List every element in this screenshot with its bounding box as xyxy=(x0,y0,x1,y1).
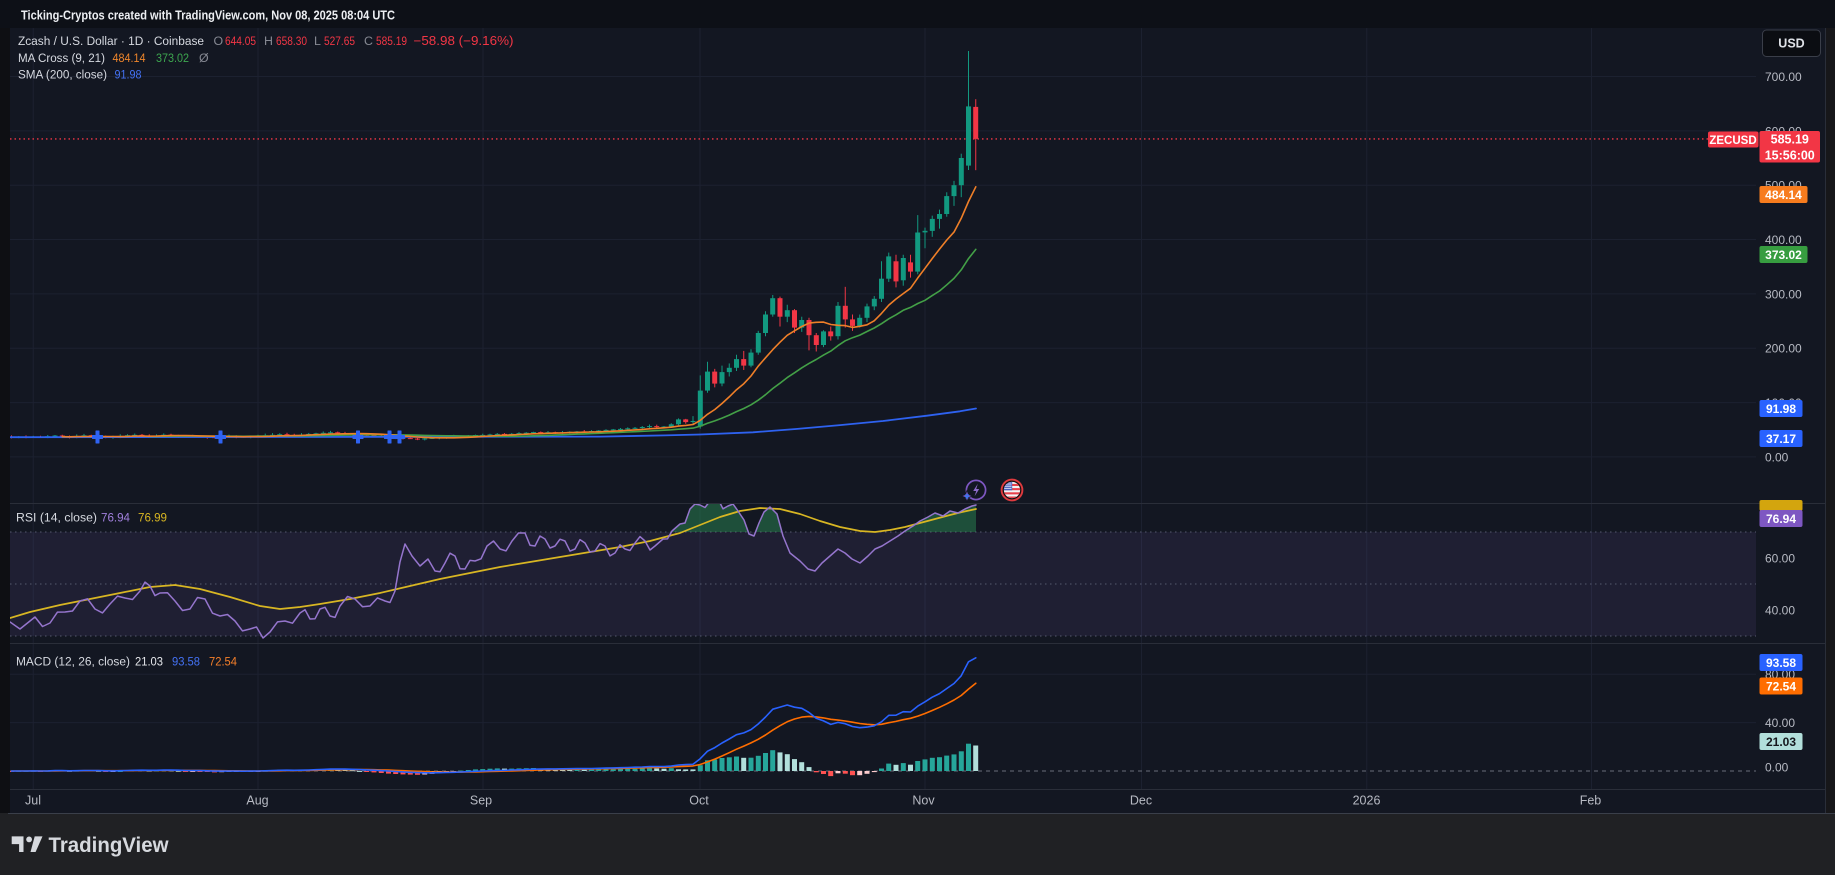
svg-text:400.00: 400.00 xyxy=(1765,233,1802,247)
svg-text:Oct: Oct xyxy=(689,794,709,808)
svg-text:Zcash / U.S. Dollar · 1D · Coi: Zcash / U.S. Dollar · 1D · Coinbase xyxy=(18,34,204,48)
svg-text:MA Cross (9, 21): MA Cross (9, 21) xyxy=(18,51,105,65)
svg-text:300.00: 300.00 xyxy=(1765,287,1802,301)
svg-text:L: L xyxy=(314,34,321,48)
svg-text:21.03: 21.03 xyxy=(1766,735,1796,749)
svg-text:60.00: 60.00 xyxy=(1765,552,1795,566)
svg-text:76.94: 76.94 xyxy=(1766,512,1796,526)
svg-text:585.19: 585.19 xyxy=(1771,133,1809,147)
svg-text:93.58: 93.58 xyxy=(1766,656,1796,670)
svg-text:72.54: 72.54 xyxy=(1766,680,1796,694)
svg-text:200.00: 200.00 xyxy=(1765,342,1802,356)
svg-text:700.00: 700.00 xyxy=(1765,70,1802,84)
svg-text:Feb: Feb xyxy=(1580,794,1602,808)
svg-text:Aug: Aug xyxy=(246,794,268,808)
svg-text:40.00: 40.00 xyxy=(1765,604,1795,618)
svg-text:O: O xyxy=(214,34,224,48)
svg-text:93.58: 93.58 xyxy=(172,655,200,669)
svg-text:0.00: 0.00 xyxy=(1765,450,1789,464)
svg-text:RSI (14, close): RSI (14, close) xyxy=(16,511,97,525)
svg-text:21.03: 21.03 xyxy=(135,655,163,669)
svg-text:40.00: 40.00 xyxy=(1765,716,1795,730)
svg-text:SMA (200, close): SMA (200, close) xyxy=(18,68,107,82)
svg-text:373.02: 373.02 xyxy=(156,51,189,65)
svg-text:72.54: 72.54 xyxy=(209,655,237,669)
svg-text:Sep: Sep xyxy=(470,794,492,808)
svg-text:−58.98 (−9.16%): −58.98 (−9.16%) xyxy=(414,34,514,48)
svg-text:76.99: 76.99 xyxy=(138,511,167,525)
svg-text:Ticking-Cryptos created with T: Ticking-Cryptos created with TradingView… xyxy=(21,9,395,23)
svg-text:2026: 2026 xyxy=(1353,794,1381,808)
svg-text:585.19: 585.19 xyxy=(376,34,407,48)
svg-text:76.94: 76.94 xyxy=(101,511,130,525)
svg-text:373.02: 373.02 xyxy=(1765,248,1802,262)
svg-text:644.05: 644.05 xyxy=(225,34,256,48)
svg-text:15:56:00: 15:56:00 xyxy=(1765,148,1815,162)
svg-text:Jul: Jul xyxy=(25,794,41,808)
svg-text:H: H xyxy=(264,34,273,48)
svg-text:Nov: Nov xyxy=(912,794,935,808)
svg-text:484.14: 484.14 xyxy=(1765,188,1802,202)
svg-text:C: C xyxy=(364,34,373,48)
svg-text:TradingView: TradingView xyxy=(49,833,169,857)
svg-text:484.14: 484.14 xyxy=(113,51,146,65)
svg-text:MACD (12, 26, close): MACD (12, 26, close) xyxy=(16,655,130,669)
svg-text:91.98: 91.98 xyxy=(115,68,142,82)
svg-text:658.30: 658.30 xyxy=(276,34,307,48)
svg-text:Ø: Ø xyxy=(199,51,209,65)
svg-text:91.98: 91.98 xyxy=(1766,402,1796,416)
svg-text:Dec: Dec xyxy=(1130,794,1152,808)
svg-text:USD: USD xyxy=(1778,37,1804,51)
svg-text:0.00: 0.00 xyxy=(1765,761,1789,775)
svg-text:527.65: 527.65 xyxy=(324,34,355,48)
svg-text:ZECUSD: ZECUSD xyxy=(1709,135,1756,147)
svg-text:37.17: 37.17 xyxy=(1766,432,1796,446)
